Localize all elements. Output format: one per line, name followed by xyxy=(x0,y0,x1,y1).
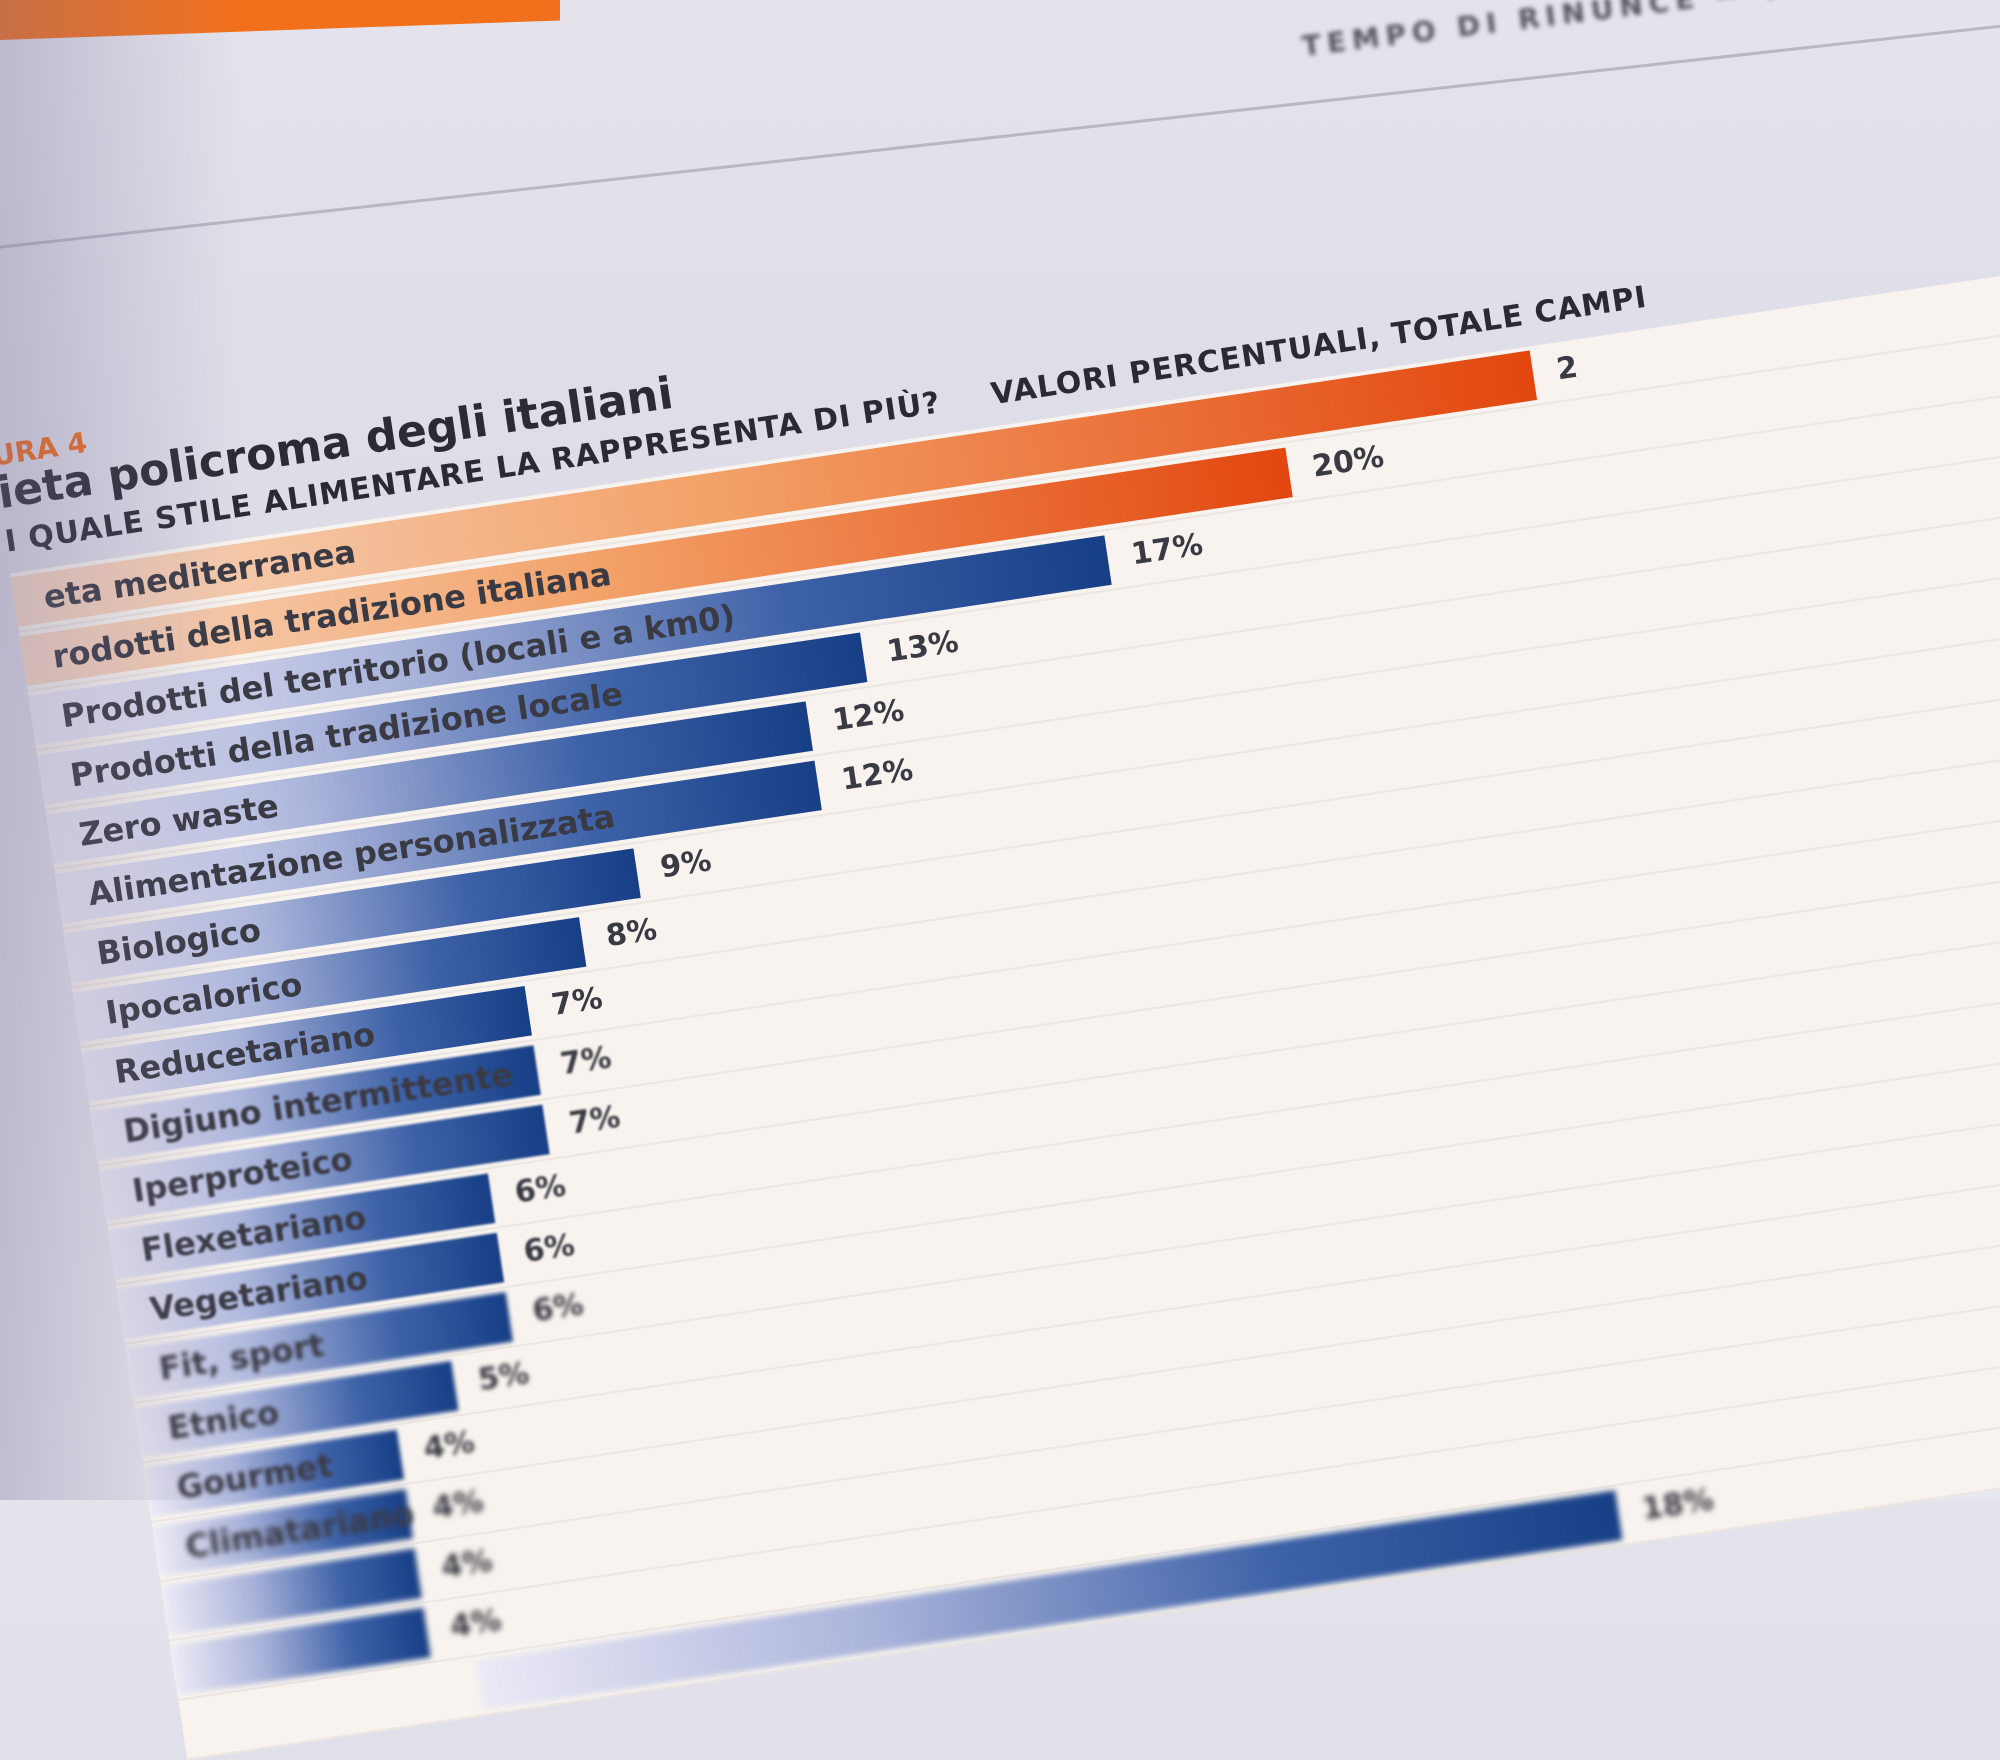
value-label: 18% xyxy=(1639,1482,1716,1528)
value-label: 9% xyxy=(658,843,714,886)
value-label: 7% xyxy=(566,1099,623,1142)
value-label: 12% xyxy=(830,693,907,739)
value-label: 4% xyxy=(421,1424,477,1467)
value-label: 17% xyxy=(1128,527,1206,573)
value-label: 2 xyxy=(1554,349,1581,388)
value-label: 20% xyxy=(1309,439,1387,485)
value-label: 6% xyxy=(521,1227,577,1270)
orange-header-strip xyxy=(0,0,560,41)
value-label: 7% xyxy=(549,980,605,1023)
value-label: 12% xyxy=(839,752,916,798)
value-label: 6% xyxy=(530,1287,586,1330)
figure: URA 4 ieta policroma degli italiani I QU… xyxy=(0,100,2000,1760)
value-label: 13% xyxy=(884,624,961,670)
value-label: 4% xyxy=(439,1543,495,1586)
value-label: 4% xyxy=(430,1483,486,1527)
value-label: 6% xyxy=(512,1168,569,1211)
value-label: 4% xyxy=(447,1602,504,1645)
value-label: 5% xyxy=(475,1355,532,1398)
value-label: 8% xyxy=(603,912,660,955)
value-label: 7% xyxy=(558,1040,614,1083)
